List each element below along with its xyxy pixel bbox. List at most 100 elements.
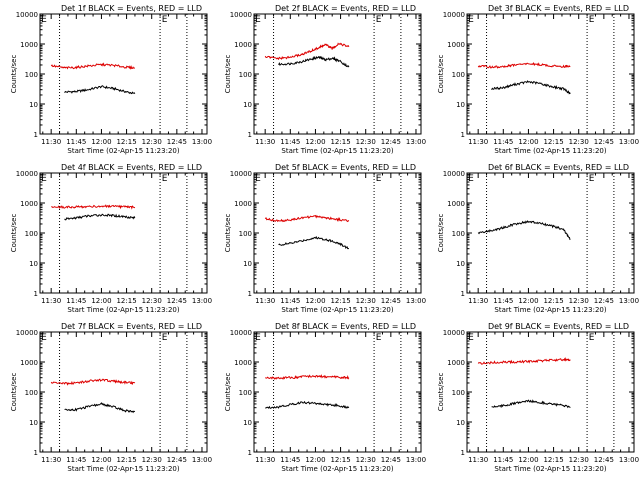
x-axis-label: Start Time (02-Apr-15 11:23:20) <box>281 306 393 314</box>
x-tick-label: 12:30 <box>569 138 589 146</box>
y-tick-label: 10 <box>29 419 38 427</box>
series-line-2 <box>264 42 350 61</box>
x-tick-label: 12:00 <box>305 456 325 464</box>
event-marker-label: E <box>468 333 474 343</box>
y-tick-label: 1 <box>34 290 38 298</box>
y-tick-label: 1 <box>248 290 252 298</box>
x-tick-label: 12:00 <box>518 297 538 305</box>
chart-panel-4: Det 4f BLACK = Events, RED = LLD E E 1 10 100… <box>10 163 212 314</box>
series-line-2 <box>265 374 350 380</box>
y-axis-label: Counts/sec <box>224 214 232 253</box>
series-line-1 <box>491 80 571 95</box>
y-tick-label: 100 <box>239 230 252 238</box>
y-tick-label: 100 <box>25 71 38 79</box>
x-tick-label: 12:30 <box>356 138 376 146</box>
y-tick-label: 10000 <box>443 11 465 19</box>
y-tick-label: 100 <box>239 389 252 397</box>
x-tick-label: 13:00 <box>619 138 639 146</box>
x-tick-label: 11:30 <box>468 456 488 464</box>
y-tick-label: 1 <box>34 449 38 457</box>
x-tick-label: 12:30 <box>142 456 162 464</box>
series-line-1 <box>278 235 350 250</box>
event-marker-label: E <box>589 174 595 184</box>
chart-panel-1: Det 1f BLACK = Events, RED = LLD E E 1 10 100… <box>10 4 212 155</box>
y-axis-label: Counts/sec <box>224 55 232 94</box>
series-line-2 <box>51 204 136 210</box>
x-tick-label: 12:45 <box>167 456 187 464</box>
y-tick-label: 10 <box>243 101 252 109</box>
y-tick-label: 10000 <box>230 329 252 337</box>
chart-title: Det 5f BLACK = Events, RED = LLD <box>275 163 416 172</box>
x-tick-label: 11:45 <box>66 138 86 146</box>
x-tick-label: 12:15 <box>543 297 563 305</box>
event-marker-label: E <box>255 333 261 343</box>
y-axis-label: Counts/sec <box>10 373 18 412</box>
y-tick-label: 10 <box>456 101 465 109</box>
y-tick-label: 100 <box>25 389 38 397</box>
series-line-2 <box>264 214 350 223</box>
x-tick-label: 13:00 <box>192 138 212 146</box>
series-line-1 <box>477 220 571 241</box>
x-tick-label: 12:45 <box>594 456 614 464</box>
y-tick-label: 1 <box>461 449 465 457</box>
chart-panel-2: Det 2f BLACK = Events, RED = LLD E E 1 10 100… <box>224 4 426 155</box>
chart-panel-3: Det 3f BLACK = Events, RED = LLD E E 1 10 100… <box>437 4 639 155</box>
x-axis-label: Start Time (02-Apr-15 11:23:20) <box>281 147 393 155</box>
series-line-2 <box>50 378 136 386</box>
y-tick-label: 10 <box>456 419 465 427</box>
y-tick-label: 100 <box>25 230 38 238</box>
x-tick-label: 11:45 <box>280 456 300 464</box>
x-axis-label: Start Time (02-Apr-15 11:23:20) <box>67 147 179 155</box>
x-tick-label: 12:15 <box>116 456 136 464</box>
chart-title: Det 6f BLACK = Events, RED = LLD <box>488 163 629 172</box>
x-tick-label: 11:45 <box>280 138 300 146</box>
event-marker-label: E <box>468 15 474 25</box>
x-tick-label: 12:00 <box>91 138 111 146</box>
y-tick-label: 10000 <box>16 11 38 19</box>
y-tick-label: 1000 <box>447 200 465 208</box>
x-tick-label: 12:30 <box>569 456 589 464</box>
chart-title: Det 4f BLACK = Events, RED = LLD <box>61 163 202 172</box>
x-tick-label: 12:15 <box>116 138 136 146</box>
y-tick-label: 1000 <box>447 41 465 49</box>
chart-title: Det 3f BLACK = Events, RED = LLD <box>488 4 629 13</box>
x-axis-label: Start Time (02-Apr-15 11:23:20) <box>67 465 179 473</box>
y-tick-label: 1 <box>248 449 252 457</box>
y-tick-label: 100 <box>452 71 465 79</box>
x-tick-label: 12:30 <box>142 297 162 305</box>
y-tick-label: 1 <box>34 131 38 139</box>
x-tick-label: 12:00 <box>305 297 325 305</box>
x-tick-label: 13:00 <box>619 297 639 305</box>
x-tick-label: 12:30 <box>356 297 376 305</box>
y-axis-label: Counts/sec <box>10 55 18 94</box>
event-marker-label: E <box>41 333 47 343</box>
x-tick-label: 11:30 <box>255 297 275 305</box>
chart-title: Det 8f BLACK = Events, RED = LLD <box>275 322 416 331</box>
x-tick-label: 12:45 <box>381 138 401 146</box>
x-tick-label: 13:00 <box>192 297 212 305</box>
event-marker-label: E <box>589 15 595 25</box>
y-tick-label: 1000 <box>447 359 465 367</box>
event-marker-label: E <box>162 15 168 25</box>
event-marker-label: E <box>255 174 261 184</box>
event-marker-label: E <box>376 174 382 184</box>
series-line-2 <box>50 62 136 70</box>
y-axis-label: Counts/sec <box>437 55 445 94</box>
y-tick-label: 1000 <box>20 41 38 49</box>
series-line-2 <box>477 61 571 69</box>
event-marker-label: E <box>376 333 382 343</box>
series-line-1 <box>64 85 136 95</box>
series-line-1 <box>64 402 136 414</box>
event-marker-label: E <box>162 174 168 184</box>
y-tick-label: 1000 <box>234 200 252 208</box>
y-tick-label: 1 <box>461 131 465 139</box>
chart-panel-5: Det 5f BLACK = Events, RED = LLD E E 1 10 100… <box>224 163 426 314</box>
y-tick-label: 1000 <box>20 200 38 208</box>
y-tick-label: 10 <box>29 101 38 109</box>
x-tick-label: 11:30 <box>255 138 275 146</box>
x-tick-label: 12:00 <box>518 456 538 464</box>
event-marker-label: E <box>162 333 168 343</box>
x-tick-label: 12:15 <box>330 297 350 305</box>
y-tick-label: 10 <box>243 260 252 268</box>
